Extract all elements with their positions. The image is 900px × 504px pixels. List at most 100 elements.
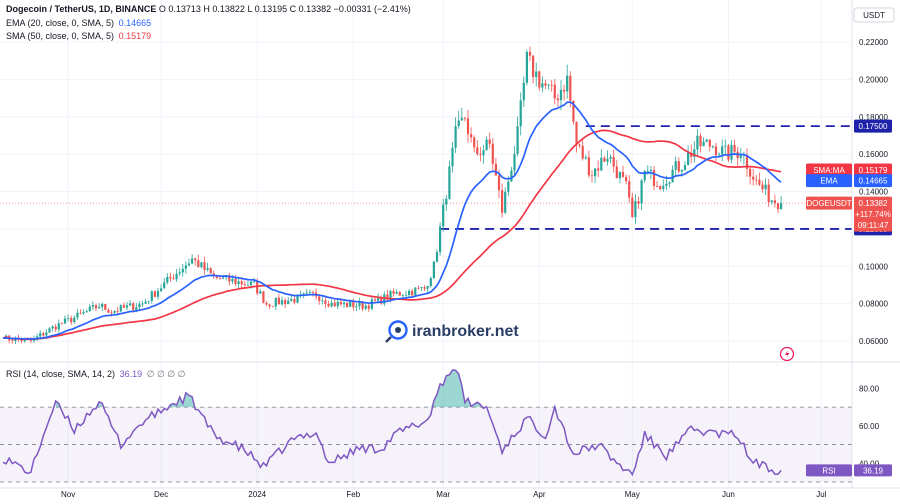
candle-body [767, 184, 770, 203]
sma-name-tag-text: SMA:MA [813, 166, 845, 175]
candle-body [659, 186, 662, 190]
y-tick-label: 0.16000 [859, 150, 888, 159]
candle-body [48, 328, 51, 333]
candle-body [485, 139, 488, 151]
candle-body [218, 277, 222, 279]
candle-body [519, 100, 522, 127]
candle-body [358, 301, 361, 307]
candle-body [110, 312, 113, 314]
candle-body [364, 305, 367, 309]
candle-body [711, 146, 714, 148]
candle-body [156, 290, 160, 297]
candle-body [541, 83, 544, 88]
legend-rsi[interactable]: RSI (14, close, SMA, 14, 2) 36.19 ∅ ∅ ∅ … [6, 369, 185, 380]
rsi-legend-extra: ∅ ∅ ∅ ∅ [146, 369, 186, 379]
candle-body [330, 302, 333, 307]
candle-body [79, 312, 82, 314]
candle-body [311, 291, 315, 293]
legend-sma[interactable]: SMA (50, close, 0, SMA, 5) 0.15179 [6, 31, 151, 41]
candle-body [246, 284, 249, 286]
candle-body [516, 126, 519, 154]
candle-body [584, 157, 587, 159]
candle-body [166, 276, 169, 283]
candle-body [240, 281, 243, 285]
sma-legend-label: SMA (50, close, 0, SMA, 5) [6, 31, 115, 41]
candle-body [287, 300, 290, 305]
candle-body [352, 301, 355, 308]
x-tick-label: Feb [346, 490, 360, 499]
candle-body [727, 145, 730, 160]
candle-body [553, 84, 556, 99]
candle-body [442, 204, 445, 227]
candle-body [749, 168, 752, 177]
candle-body [572, 100, 575, 122]
candle-body [665, 183, 668, 186]
candle-body [82, 312, 85, 314]
ema-value-tag-text: 0.14665 [859, 177, 888, 186]
candle-body [94, 305, 98, 309]
rsi-name-tag-text: RSI [822, 466, 835, 475]
candle-body [132, 303, 135, 310]
candle-body [755, 179, 758, 181]
candle-body [625, 176, 628, 182]
candle-body [129, 303, 132, 306]
x-tick-label: May [625, 490, 640, 499]
candle-body [308, 291, 311, 293]
candle-body [448, 166, 451, 199]
candle-body [355, 306, 358, 308]
support-resistance-levels[interactable] [0, 125, 852, 230]
candle-body [612, 156, 615, 167]
candle-body [194, 258, 197, 261]
candle-body [116, 311, 119, 312]
candle-body [491, 143, 494, 164]
candle-body [237, 281, 240, 285]
candle-body [11, 340, 14, 342]
candle-body [581, 145, 584, 159]
candle-body [600, 157, 603, 171]
candle-body [724, 145, 727, 147]
price-candles[interactable] [5, 46, 783, 345]
legend-ema[interactable]: EMA (20, close, 0, SMA, 5) 0.14665 [6, 18, 151, 28]
candle-body [563, 89, 566, 92]
lightning-icon[interactable] [779, 346, 795, 362]
candle-body [590, 175, 594, 177]
candle-body [618, 172, 621, 179]
rsi-legend-label: RSI (14, close, SMA, 14, 2) [6, 369, 116, 379]
symbol-tag-bg [806, 196, 852, 210]
candle-body [708, 139, 711, 147]
candle-body [209, 268, 212, 274]
candle-body [135, 307, 138, 310]
x-tick-label: 2024 [248, 490, 266, 499]
rsi-value-tag-bg [854, 464, 892, 477]
candle-body [200, 262, 203, 268]
candle-body [274, 297, 277, 307]
candle-body [324, 300, 327, 304]
candle-body [631, 197, 634, 218]
y-tick-label: 0.10000 [859, 262, 888, 271]
currency-button[interactable] [853, 7, 895, 23]
candle-body [494, 163, 497, 176]
candle-body [432, 261, 435, 278]
candle-body [556, 98, 559, 101]
symbol-name[interactable]: Dogecoin / TetherUS, 1D, BINANCE [6, 4, 157, 14]
candle-body [683, 165, 687, 170]
candle-body [296, 294, 299, 303]
candle-body [206, 268, 209, 270]
candle-body [535, 71, 538, 77]
ohlc-readout: O 0.13713 H 0.13822 L 0.13195 C 0.13382 … [158, 4, 411, 14]
candle-body [705, 139, 708, 142]
candle-body [349, 301, 352, 307]
candle-body [497, 175, 501, 191]
candle-body [144, 301, 147, 304]
candle-body [23, 338, 26, 342]
candle-body [122, 305, 125, 308]
candle-body [253, 281, 256, 282]
candle-body [346, 302, 349, 307]
candle-body [85, 311, 88, 313]
candle-body [454, 126, 457, 148]
candle-body [178, 272, 181, 274]
candle-body [160, 288, 163, 291]
candle-body [696, 135, 699, 150]
candle-body [63, 318, 67, 324]
